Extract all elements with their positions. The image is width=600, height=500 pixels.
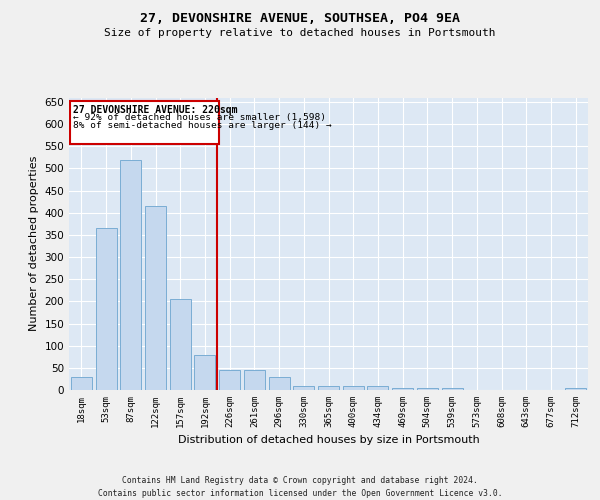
Bar — [367, 386, 388, 390]
Text: 27 DEVONSHIRE AVENUE: 220sqm: 27 DEVONSHIRE AVENUE: 220sqm — [73, 106, 238, 116]
Bar — [392, 388, 413, 390]
FancyBboxPatch shape — [70, 101, 218, 144]
Bar — [95, 228, 116, 390]
Bar — [343, 386, 364, 390]
Text: Size of property relative to detached houses in Portsmouth: Size of property relative to detached ho… — [104, 28, 496, 38]
Bar — [442, 388, 463, 390]
Bar — [120, 160, 141, 390]
Bar — [219, 370, 240, 390]
Bar — [244, 370, 265, 390]
Text: Contains HM Land Registry data © Crown copyright and database right 2024.
Contai: Contains HM Land Registry data © Crown c… — [98, 476, 502, 498]
Bar — [318, 386, 339, 390]
Bar — [293, 386, 314, 390]
Text: 8% of semi-detached houses are larger (144) →: 8% of semi-detached houses are larger (1… — [73, 122, 332, 130]
Text: 27, DEVONSHIRE AVENUE, SOUTHSEA, PO4 9EA: 27, DEVONSHIRE AVENUE, SOUTHSEA, PO4 9EA — [140, 12, 460, 26]
Bar — [269, 376, 290, 390]
X-axis label: Distribution of detached houses by size in Portsmouth: Distribution of detached houses by size … — [178, 436, 479, 446]
Bar — [417, 388, 438, 390]
Bar — [145, 206, 166, 390]
Bar — [71, 376, 92, 390]
Text: ← 92% of detached houses are smaller (1,598): ← 92% of detached houses are smaller (1,… — [73, 114, 326, 122]
Y-axis label: Number of detached properties: Number of detached properties — [29, 156, 39, 332]
Bar — [170, 299, 191, 390]
Bar — [565, 388, 586, 390]
Bar — [194, 354, 215, 390]
